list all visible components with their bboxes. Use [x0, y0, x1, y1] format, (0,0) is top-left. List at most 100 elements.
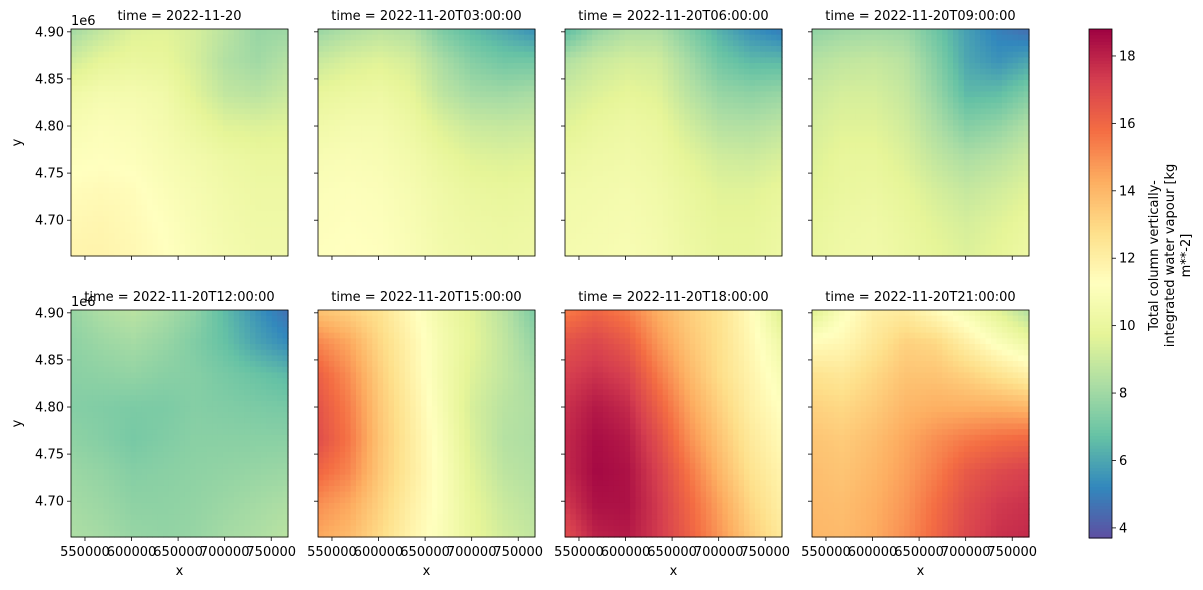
heatmap-cell	[152, 148, 159, 155]
heatmap-cell	[575, 153, 582, 161]
heatmap-cell	[130, 68, 137, 75]
heatmap-cell	[157, 159, 164, 166]
heatmap-cell	[410, 250, 417, 257]
heatmap-cell	[228, 108, 235, 115]
heatmap-cell	[711, 34, 718, 41]
heatmap-cell	[136, 204, 143, 212]
heatmap-cell	[524, 85, 531, 93]
heatmap-cell	[195, 165, 202, 172]
heatmap-cell	[404, 34, 411, 41]
heatmap-cell	[103, 244, 110, 251]
heatmap-cell	[217, 114, 224, 121]
heatmap-cell	[448, 91, 455, 98]
heatmap-cell	[318, 131, 325, 138]
heatmap-cell	[765, 159, 772, 166]
heatmap-cell	[334, 46, 341, 53]
heatmap-cell	[635, 136, 642, 144]
heatmap-cell	[754, 131, 761, 138]
heatmap-cell	[657, 233, 664, 240]
heatmap-cell	[277, 29, 284, 36]
heatmap-cell	[581, 216, 588, 223]
heatmap-cell	[81, 136, 88, 144]
heatmap-cell	[635, 80, 642, 87]
heatmap-cell	[260, 250, 267, 257]
heatmap-cell	[410, 114, 417, 121]
heatmap-cell	[323, 193, 330, 200]
heatmap-cell	[689, 85, 696, 93]
heatmap-cell	[586, 51, 593, 58]
heatmap-cell	[662, 210, 669, 217]
heatmap-cell	[776, 176, 783, 183]
heatmap-cell	[586, 193, 593, 200]
heatmap-cell	[448, 80, 455, 87]
heatmap-cell	[575, 233, 582, 240]
heatmap-cell	[833, 46, 840, 53]
heatmap-cell	[640, 170, 647, 178]
heatmap-cell	[464, 170, 471, 178]
heatmap-cell	[480, 46, 487, 53]
heatmap-cell	[114, 227, 121, 234]
heatmap-cell	[619, 63, 626, 70]
heatmap-cell	[179, 216, 186, 223]
heatmap-cell	[475, 210, 482, 217]
heatmap-cell	[765, 250, 772, 257]
heatmap-cell	[727, 187, 734, 195]
heatmap-cell	[575, 176, 582, 183]
heatmap-cell	[244, 91, 251, 98]
heatmap-cell	[125, 46, 132, 53]
heatmap-cell	[480, 97, 487, 104]
heatmap-cell	[507, 216, 514, 223]
heatmap-cell	[399, 40, 406, 47]
heatmap-cell	[469, 148, 476, 155]
heatmap-cell	[355, 85, 362, 93]
heatmap-cell	[459, 238, 466, 246]
heatmap-cell	[678, 29, 685, 36]
heatmap-cell	[339, 63, 346, 70]
heatmap-cell	[689, 131, 696, 138]
heatmap-cell	[453, 216, 460, 223]
heatmap-cell	[706, 46, 713, 53]
heatmap-cell	[255, 165, 262, 172]
heatmap-cell	[586, 199, 593, 206]
heatmap-cell	[431, 131, 438, 138]
heatmap-cell	[733, 125, 740, 132]
heatmap-cell	[366, 40, 373, 47]
heatmap-cell	[442, 80, 449, 87]
heatmap-cell	[502, 244, 509, 251]
heatmap-cell	[125, 119, 132, 127]
heatmap-cell	[87, 221, 94, 229]
heatmap-cell	[673, 114, 680, 121]
heatmap-cell	[174, 170, 181, 178]
heatmap-cell	[749, 136, 756, 144]
heatmap-cell	[602, 244, 609, 251]
heatmap-cell	[212, 165, 219, 172]
heatmap-cell	[222, 165, 229, 172]
heatmap-cell	[266, 216, 273, 223]
heatmap-cell	[744, 119, 751, 127]
heatmap-cell	[383, 108, 390, 115]
heatmap-cell	[771, 91, 778, 98]
heatmap-cell	[464, 51, 471, 58]
heatmap-cell	[586, 204, 593, 212]
heatmap-cell	[206, 108, 213, 115]
heatmap-cell	[141, 233, 148, 240]
heatmap-cell	[738, 119, 745, 127]
heatmap-cell	[250, 238, 257, 246]
heatmap-cell	[244, 148, 251, 155]
heatmap-cell	[404, 136, 411, 144]
heatmap-cell	[255, 233, 262, 240]
heatmap-cell	[754, 165, 761, 172]
heatmap-cell	[334, 108, 341, 115]
heatmap-cell	[260, 63, 267, 70]
heatmap-cell	[239, 170, 246, 178]
heatmap-cell	[195, 182, 202, 189]
heatmap-cell	[103, 142, 110, 149]
heatmap-cell	[630, 176, 637, 183]
heatmap-cell	[459, 170, 466, 178]
heatmap-cell	[700, 221, 707, 229]
heatmap-cell	[345, 159, 352, 166]
heatmap-cell	[87, 216, 94, 223]
heatmap-cell	[695, 216, 702, 223]
heatmap-cell	[350, 227, 357, 234]
heatmap-cell	[716, 193, 723, 200]
